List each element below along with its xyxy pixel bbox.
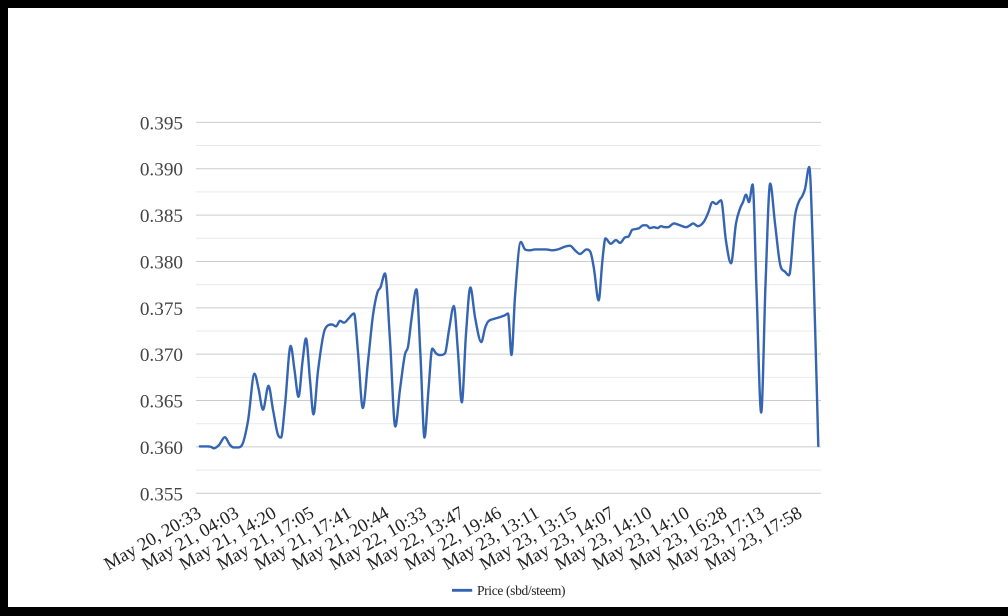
svg-text:0.355: 0.355	[140, 484, 183, 505]
svg-text:0.380: 0.380	[140, 252, 183, 273]
svg-text:0.385: 0.385	[140, 206, 183, 227]
svg-text:0.395: 0.395	[140, 113, 183, 134]
svg-text:0.375: 0.375	[140, 299, 183, 320]
svg-text:0.360: 0.360	[140, 438, 183, 459]
svg-text:0.390: 0.390	[140, 160, 183, 181]
svg-text:0.365: 0.365	[140, 392, 183, 413]
svg-text:Price (sbd/steem): Price (sbd/steem)	[477, 583, 565, 598]
svg-text:0.370: 0.370	[140, 345, 183, 366]
